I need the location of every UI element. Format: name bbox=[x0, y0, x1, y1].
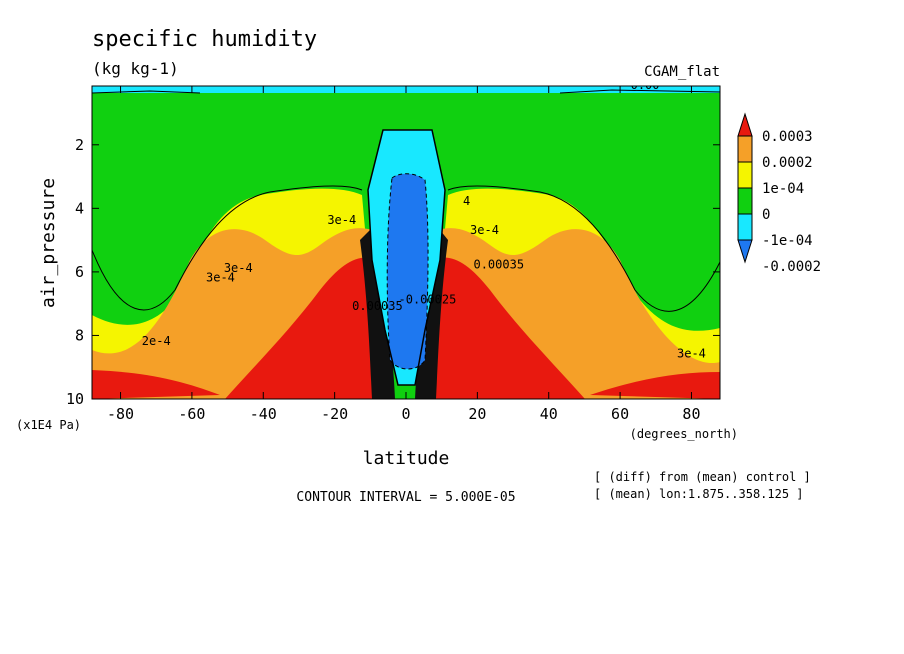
left-red-mound bbox=[225, 257, 380, 399]
contour-labels: 0.003e-43e-42e-43e-43e-443e-40.00035-0.0… bbox=[142, 78, 706, 361]
contour-interval: CONTOUR INTERVAL = 5.000E-05 bbox=[296, 490, 515, 505]
right-red-mound bbox=[430, 257, 585, 399]
chart-units: (kg kg-1) bbox=[92, 59, 179, 78]
y-tick-label: 4 bbox=[75, 199, 84, 217]
contour-label: 3e-4 bbox=[677, 347, 706, 361]
contour-label: 2e-4 bbox=[142, 334, 171, 348]
contour-label: 0.00 bbox=[631, 78, 660, 92]
x-axis-label: latitude bbox=[363, 448, 450, 469]
y-tick-label: 2 bbox=[75, 136, 84, 154]
chart-title: specific humidity bbox=[92, 27, 317, 52]
x-tick-label: 20 bbox=[468, 405, 486, 423]
y-units-label: (x1E4 Pa) bbox=[16, 418, 81, 432]
contour-label: 3e-4 bbox=[470, 223, 499, 237]
x-tick-label: 0 bbox=[401, 405, 410, 423]
colorbar-segment bbox=[737, 213, 753, 241]
colorbar-label: 0.0002 bbox=[762, 155, 813, 171]
y-tick-label: 8 bbox=[75, 326, 84, 344]
contour-label: -0.00025 bbox=[399, 293, 457, 307]
x-tick-label: -20 bbox=[321, 405, 348, 423]
x-tick-label: 80 bbox=[682, 405, 700, 423]
x-tick-label: 60 bbox=[611, 405, 629, 423]
contour-line bbox=[559, 89, 720, 94]
colorbar: 0.0003 0.0002 1e-04 0 -1e-04 -0.0002 bbox=[737, 112, 821, 275]
colorbar-segment bbox=[737, 161, 753, 189]
y-axis-label: air_pressure bbox=[38, 178, 59, 308]
colorbar-label: 0.0003 bbox=[762, 129, 813, 145]
contour-label: 4 bbox=[463, 194, 470, 208]
tropical-dry-blue bbox=[387, 173, 429, 369]
contour-label: 0.00035 bbox=[352, 299, 403, 313]
y-axis: 2 4 6 8 10 bbox=[66, 136, 720, 408]
contour-line bbox=[92, 185, 363, 311]
run-name: CGAM_flat bbox=[644, 64, 720, 80]
x-units-label: (degrees_north) bbox=[630, 427, 738, 441]
contour-label: 3e-4 bbox=[206, 270, 235, 284]
contour-line bbox=[92, 90, 201, 94]
x-tick-label: -80 bbox=[107, 405, 134, 423]
colorbar-label: -0.0002 bbox=[762, 259, 821, 275]
tropical-contour-band bbox=[360, 220, 395, 399]
colorbar-extend-top bbox=[737, 112, 753, 137]
x-tick-label: -60 bbox=[178, 405, 205, 423]
contour-label: 3e-4 bbox=[327, 213, 356, 227]
colorbar-label: 0 bbox=[762, 207, 770, 223]
x-tick-label: 40 bbox=[540, 405, 558, 423]
left-moist-red bbox=[92, 370, 220, 399]
contour-line bbox=[367, 129, 446, 386]
plot-area: 0.003e-43e-42e-43e-43e-443e-40.00035-0.0… bbox=[92, 78, 720, 399]
diff-note: [ (diff) from (mean) control ] bbox=[594, 470, 811, 484]
colorbar-segment bbox=[737, 135, 753, 163]
colorbar-label: 1e-04 bbox=[762, 181, 804, 197]
y-tick-label: 10 bbox=[66, 390, 84, 408]
colorbar-label: -1e-04 bbox=[762, 233, 813, 249]
x-axis: -80 -60 -40 -20 0 20 40 60 80 bbox=[107, 86, 700, 423]
colorbar-extend-bottom bbox=[737, 239, 753, 264]
x-tick-label: -40 bbox=[250, 405, 277, 423]
colorbar-segment bbox=[737, 187, 753, 215]
contour-label: 0.00035 bbox=[473, 258, 524, 272]
right-moist-red bbox=[590, 372, 720, 399]
y-tick-label: 6 bbox=[75, 263, 84, 281]
contour-label: 3e-4 bbox=[224, 261, 253, 275]
contour-line bbox=[447, 185, 720, 312]
mean-note: [ (mean) lon:1.875..358.125 ] bbox=[594, 487, 804, 501]
